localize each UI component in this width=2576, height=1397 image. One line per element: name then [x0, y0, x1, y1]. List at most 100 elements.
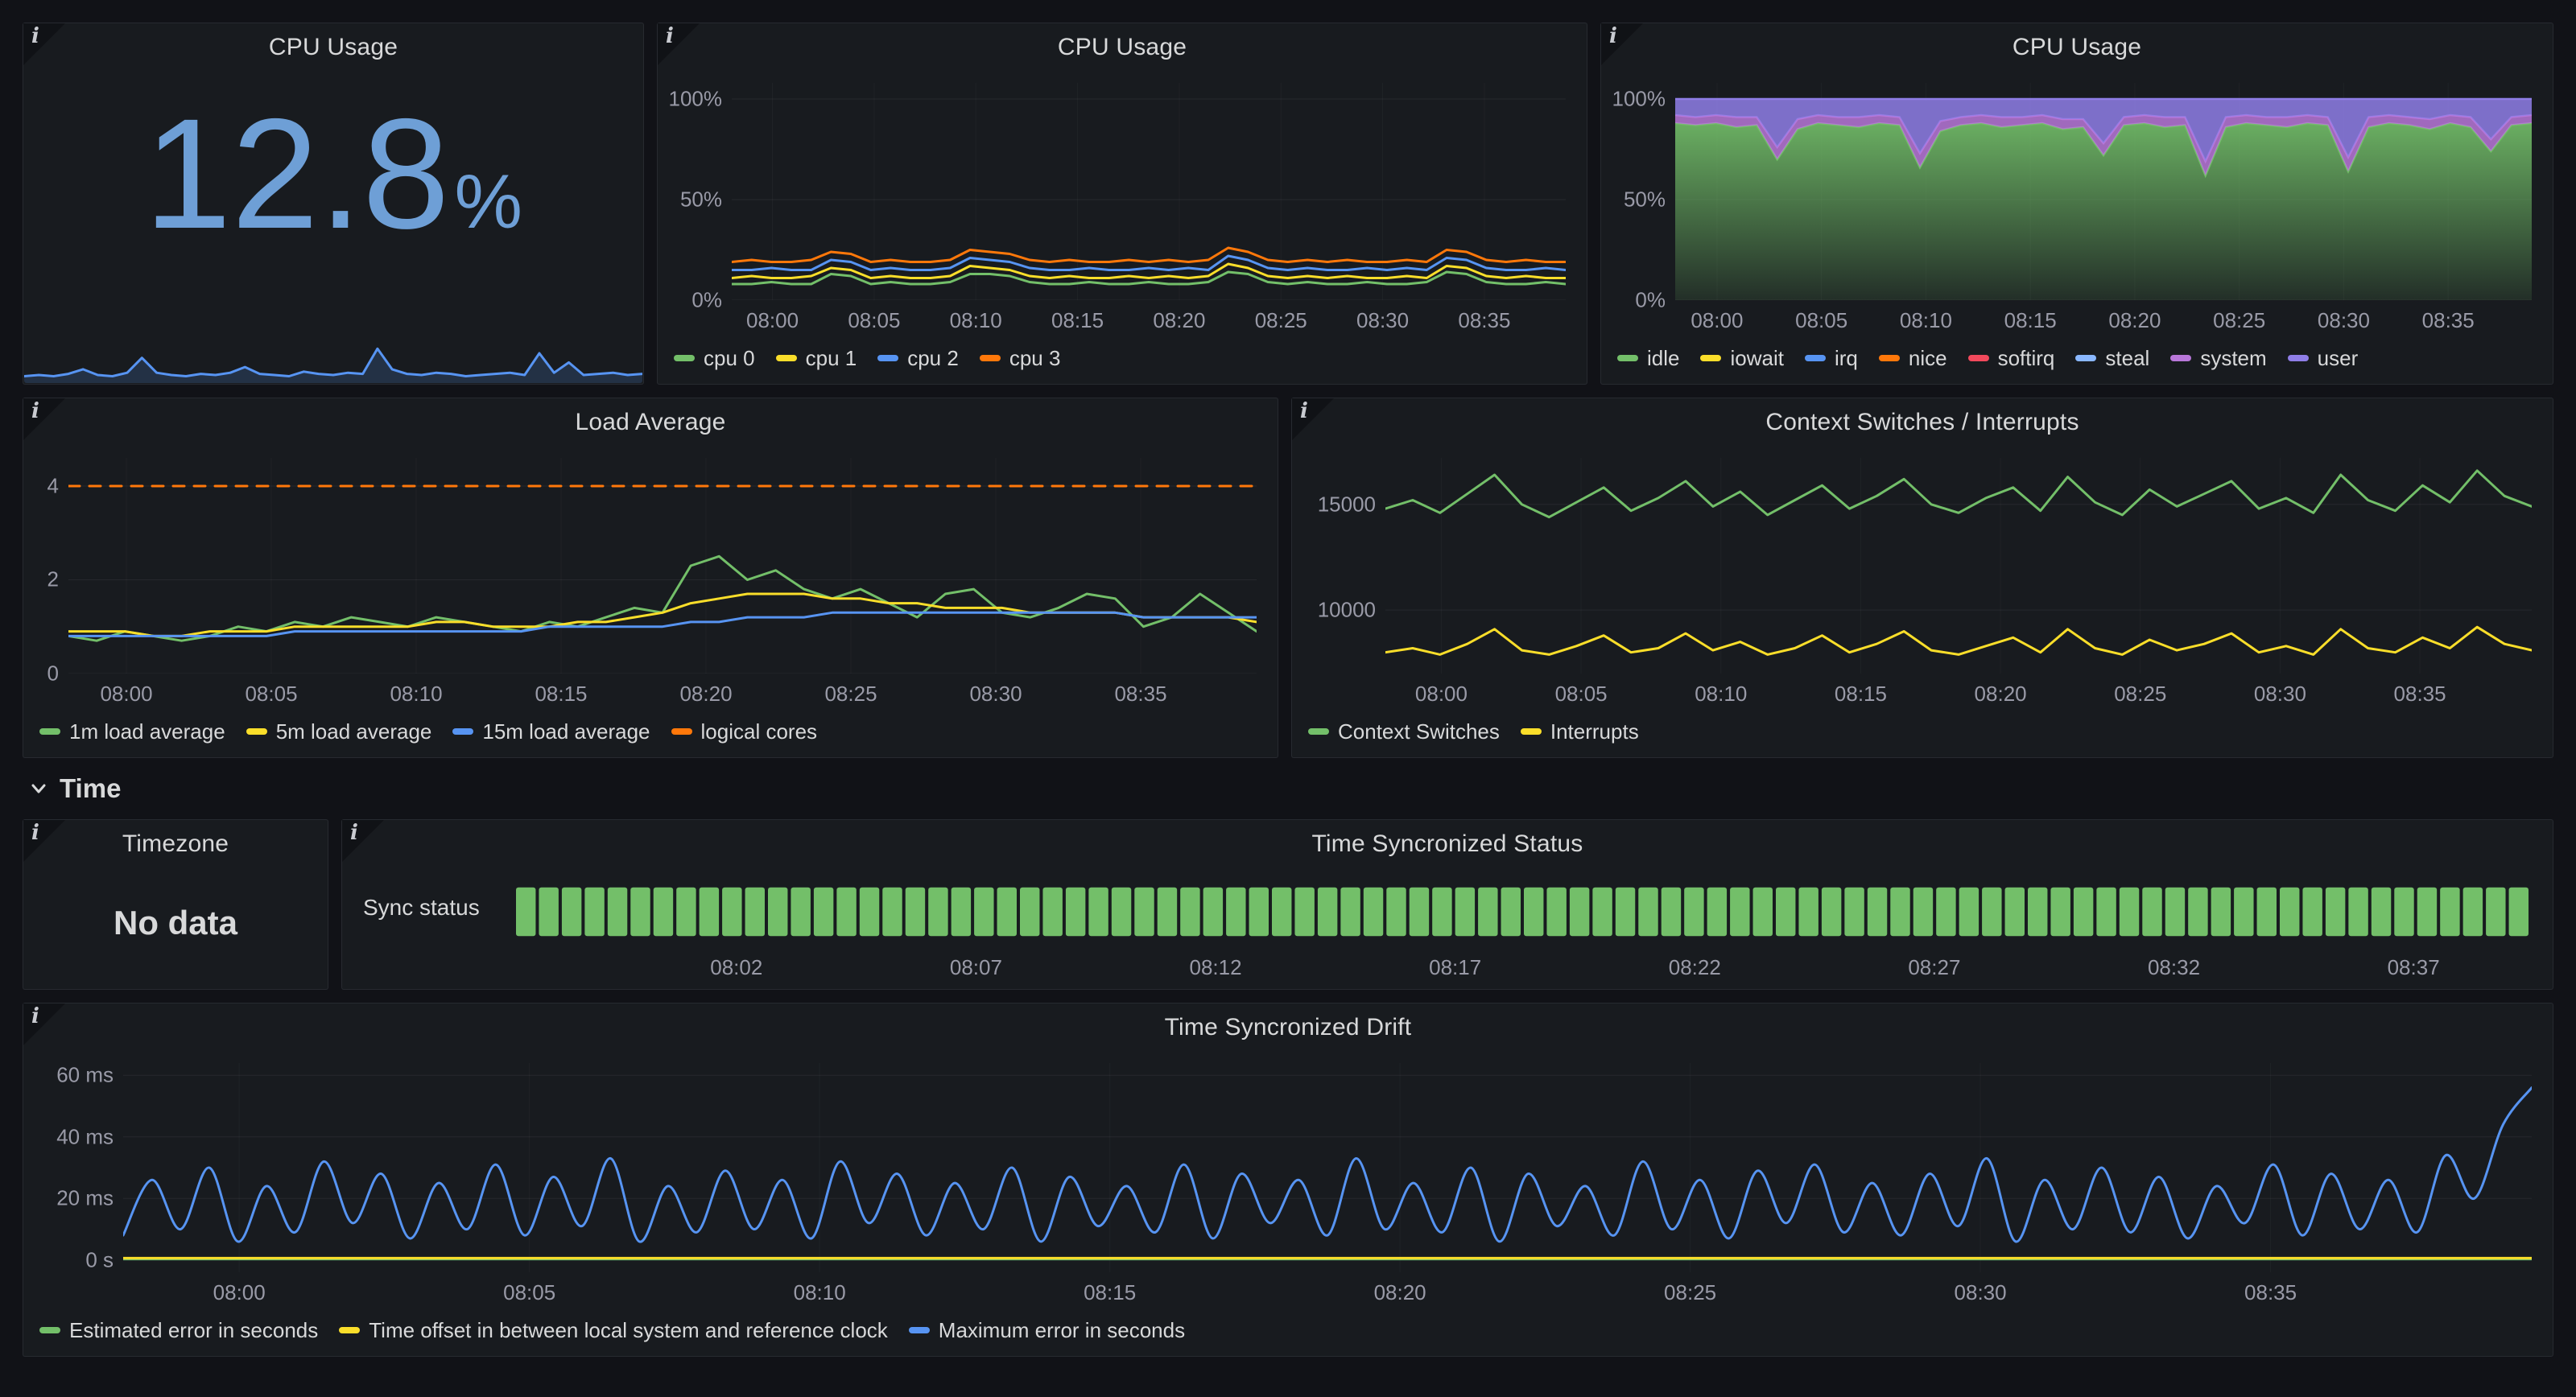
panel-title[interactable]: Context Switches / Interrupts [1765, 409, 2079, 435]
legend-item-1m-load-average[interactable]: 1m load average [39, 719, 225, 744]
cpu_stack-chart-svg [1675, 83, 2532, 300]
info-icon: i [1609, 24, 1617, 48]
info-icon: i [31, 1004, 39, 1028]
legend-item-time-offset-in-between-local-system-and-reference-clock[interactable]: Time offset in between local system and … [339, 1318, 888, 1343]
legend-item-cpu-1[interactable]: cpu 1 [775, 345, 857, 371]
legend-swatch [1308, 728, 1329, 735]
chart-block: 0% 50% 100% 08:00 08:05 08:10 08:15 08:20 08:25… [658, 72, 1587, 384]
x-tick-label: 08:10 [1899, 308, 1952, 332]
legend-label: system [2200, 345, 2267, 370]
x-axis-labels: 08:00 08:05 08:10 08:15 08:20 08:25 08:30 08:35 [1385, 674, 2532, 709]
x-tick-label: 08:07 [949, 955, 1002, 979]
info-icon: i [31, 24, 39, 48]
x-tick-label: 08:00 [100, 682, 153, 706]
x-tick-label: 08:00 [1414, 682, 1468, 706]
context-switches-plot[interactable] [1385, 458, 2532, 674]
y-tick-label: 40 ms [56, 1124, 114, 1149]
y-tick-label: 20 ms [56, 1185, 114, 1210]
y-tick-label: 10000 [1317, 597, 1376, 622]
status-row-label: Sync status [363, 895, 480, 920]
panel-title[interactable]: Time Syncronized Drift [1164, 1014, 1412, 1041]
panel-title[interactable]: CPU Usage [268, 34, 398, 60]
x-tick-label: 08:05 [503, 1280, 556, 1304]
panel-title[interactable]: Timezone [122, 830, 229, 857]
legend-label: 15m load average [482, 719, 650, 744]
legend-item-cpu-0[interactable]: cpu 0 [674, 346, 755, 371]
legend-item-softirq[interactable]: softirq [1967, 345, 2055, 371]
legend-swatch [2287, 355, 2309, 361]
y-tick-label: 0 [47, 661, 59, 686]
section-row-time[interactable]: Time [23, 771, 2553, 806]
drift-plot[interactable] [123, 1063, 2532, 1272]
legend-swatch [246, 728, 267, 735]
legend-item-maximum-error-in-seconds[interactable]: Maximum error in seconds [908, 1318, 1185, 1343]
y-tick-label: 100% [668, 86, 723, 111]
legend-item-nice[interactable]: nice [1878, 346, 1947, 371]
x-axis-labels: 08:00 08:05 08:10 08:15 08:20 08:25 08:30 08:35 [68, 674, 1257, 709]
legend-label: cpu 1 [805, 345, 857, 370]
panel-context-switches: i Context Switches / Interrupts 10000 150… [1291, 398, 2553, 758]
sync_status-chart-svg [516, 887, 2529, 937]
x-tick-label: 08:35 [1114, 682, 1167, 706]
row-drift: i Time Syncronized Drift 0 s 20 ms 40 ms 60… [23, 1003, 2553, 1357]
sync-status-strip[interactable] [516, 878, 2529, 946]
legend-item-idle[interactable]: idle [1617, 346, 1679, 371]
legend-item-steal[interactable]: steal [2075, 346, 2149, 371]
legend-label: 1m load average [69, 719, 225, 744]
x-tick-label: 08:25 [2114, 682, 2167, 706]
drift-chart-svg [123, 1063, 2532, 1272]
legend: Context Switches Interrupts [1297, 709, 2532, 751]
legend-swatch [908, 1327, 930, 1333]
x-tick-label: 08:00 [745, 308, 799, 332]
legend-swatch [671, 728, 692, 735]
legend-item-irq[interactable]: irq [1804, 346, 1858, 371]
legend-label: Interrupts [1550, 719, 1639, 744]
legend-item-cpu-2[interactable]: cpu 2 [877, 346, 959, 371]
x-tick-label: 08:15 [1834, 682, 1887, 706]
row-time-status: i Timezone No data i Time Syncronized St… [23, 819, 2553, 990]
legend-swatch [452, 728, 474, 735]
legend-item-logical-cores[interactable]: logical cores [671, 719, 817, 744]
x-tick-label: 08:25 [824, 682, 877, 706]
legend-swatch [877, 355, 899, 361]
legend-label: Context Switches [1338, 719, 1500, 744]
x-tick-label: 08:15 [1084, 1280, 1137, 1304]
panel-title[interactable]: CPU Usage [2012, 34, 2142, 60]
legend-item-estimated-error-in-seconds[interactable]: Estimated error in seconds [39, 1318, 318, 1343]
panel-title[interactable]: Load Average [575, 409, 726, 435]
panel-cpu-usage-stat: i CPU Usage 12.8 % [23, 23, 644, 385]
legend-label: user [2317, 345, 2359, 370]
load-average-plot[interactable] [68, 458, 1257, 674]
panel-title[interactable]: Time Syncronized Status [1311, 830, 1583, 857]
cpu-usage-sparkline[interactable] [24, 332, 642, 383]
legend-item-context-switches[interactable]: Context Switches [1308, 719, 1500, 744]
legend-swatch [1804, 355, 1826, 361]
x-tick-label: 08:20 [679, 682, 733, 706]
legend-item-user[interactable]: user [2287, 345, 2359, 371]
y-axis-labels: 0 s 20 ms 40 ms 60 ms [28, 1063, 123, 1272]
x-axis-labels: 08:00 08:05 08:10 08:15 08:20 08:25 08:30 08:35 [732, 300, 1566, 336]
legend-label: softirq [1997, 345, 2055, 370]
legend-swatch [674, 355, 695, 361]
legend-swatch [39, 1327, 60, 1333]
legend-swatch [979, 355, 1001, 361]
no-data-message: No data [113, 904, 237, 942]
panel-title[interactable]: CPU Usage [1057, 34, 1187, 60]
stat-value: 12.8 [143, 86, 450, 262]
legend-label: cpu 3 [1009, 345, 1061, 370]
legend-item-5m-load-average[interactable]: 5m load average [246, 719, 431, 744]
cpu-per-core-plot[interactable] [732, 83, 1566, 300]
x-tick-label: 08:30 [1356, 308, 1410, 332]
legend: cpu 0 cpu 1 cpu 2 cpu 3 [663, 336, 1566, 377]
cpu-modes-plot[interactable] [1675, 83, 2532, 300]
legend-item-iowait[interactable]: iowait [1700, 346, 1784, 371]
y-tick-label: 50% [679, 187, 722, 212]
legend-item-system[interactable]: system [2170, 345, 2267, 371]
legend-item-cpu-3[interactable]: cpu 3 [979, 345, 1061, 371]
legend-item-15m-load-average[interactable]: 15m load average [452, 719, 650, 744]
panel-timezone: i Timezone No data [23, 819, 328, 990]
legend-item-interrupts[interactable]: Interrupts [1520, 719, 1639, 744]
